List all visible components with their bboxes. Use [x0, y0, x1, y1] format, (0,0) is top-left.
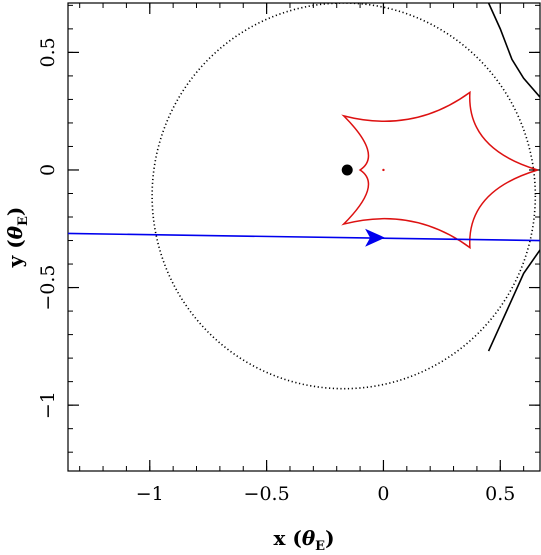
lens-dot	[341, 164, 353, 176]
x-axis-label-main: x	[273, 526, 286, 550]
y-tick-label: 0.5	[37, 37, 59, 67]
series	[68, 3, 540, 390]
critical-curve-segment	[487, 3, 540, 98]
source-trajectory-line	[68, 232, 540, 242]
y-axis-label-main: y	[3, 254, 27, 268]
caustic-curve	[341, 90, 538, 250]
center-small-dot	[382, 168, 385, 172]
markers	[341, 164, 386, 247]
x-axis-label: x (θE)	[273, 526, 334, 554]
x-axis-label-sub: E	[315, 539, 325, 554]
x-tick-label: −0.5	[244, 483, 290, 505]
x-tick-label: 0	[377, 483, 389, 505]
y-tick-label: −0.5	[37, 264, 59, 310]
tick-labels: −1 −0.5 0 0.5 −1 −0.5 0 0.5	[37, 37, 515, 505]
critical-curve-dotted	[151, 3, 537, 390]
critical-curve-segment	[487, 249, 540, 352]
trajectory-arrow	[365, 228, 386, 247]
plot-frame	[67, 2, 541, 472]
y-tick-label: −1	[37, 391, 59, 419]
y-axis-label-sub: E	[16, 216, 31, 226]
x-tick-label: 0.5	[485, 483, 515, 505]
y-axis-label: y (θE)	[3, 207, 31, 269]
x-axis-label-symbol: θ	[302, 526, 316, 550]
x-tick-label: −1	[136, 483, 164, 505]
y-axis-label-symbol: θ	[3, 225, 27, 239]
y-tick-label: 0	[37, 164, 59, 176]
